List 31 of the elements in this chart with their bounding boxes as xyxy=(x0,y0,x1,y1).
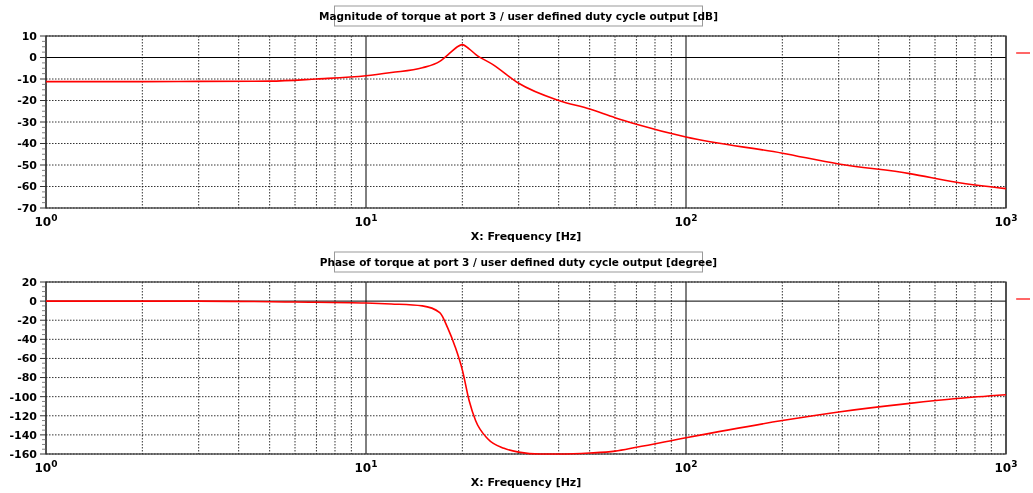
y-tick-label: -10 xyxy=(17,72,38,86)
y-tick-label: -20 xyxy=(17,314,38,328)
y-tick-label: -160 xyxy=(9,447,38,461)
chart-title: Phase of torque at port 3 / user defined duty cycle output [degree] xyxy=(319,256,718,268)
x-tick-label: 10$^{2}$ xyxy=(674,459,698,475)
y-tick-label: 0 xyxy=(29,294,38,308)
y-tick-label: -70 xyxy=(17,201,38,215)
y-tick-label: -100 xyxy=(9,390,38,404)
y-tick-label: -30 xyxy=(17,115,38,129)
x-axis-title: X: Frequency [Hz] xyxy=(470,476,582,489)
x-tick-label: 10$^{0}$ xyxy=(34,213,58,229)
y-tick-label: -50 xyxy=(17,158,38,172)
y-tick-label: -120 xyxy=(9,409,38,423)
x-tick-label: 10$^{3}$ xyxy=(994,459,1018,475)
x-tick-label: 10$^{2}$ xyxy=(674,213,698,229)
x-tick-label: 10$^{1}$ xyxy=(354,459,378,475)
x-axis-title: X: Frequency [Hz] xyxy=(470,230,582,243)
y-tick-label: -60 xyxy=(17,180,38,194)
y-tick-label: -40 xyxy=(17,333,38,347)
y-tick-label: 0 xyxy=(29,51,38,65)
y-tick-label: -40 xyxy=(17,137,38,151)
y-tick-label: -20 xyxy=(17,94,38,108)
x-tick-label: 10$^{1}$ xyxy=(354,213,378,229)
y-tick-label: -60 xyxy=(17,352,38,366)
y-tick-label: 10 xyxy=(21,29,38,43)
y-tick-label: -140 xyxy=(9,428,38,442)
chart-title: Magnitude of torque at port 3 / user defined duty cycle output [dB] xyxy=(319,10,718,22)
y-tick-label: -80 xyxy=(17,371,38,385)
x-tick-label: 10$^{0}$ xyxy=(34,459,58,475)
x-tick-label: 10$^{3}$ xyxy=(994,213,1018,229)
y-tick-label: 20 xyxy=(21,275,38,289)
